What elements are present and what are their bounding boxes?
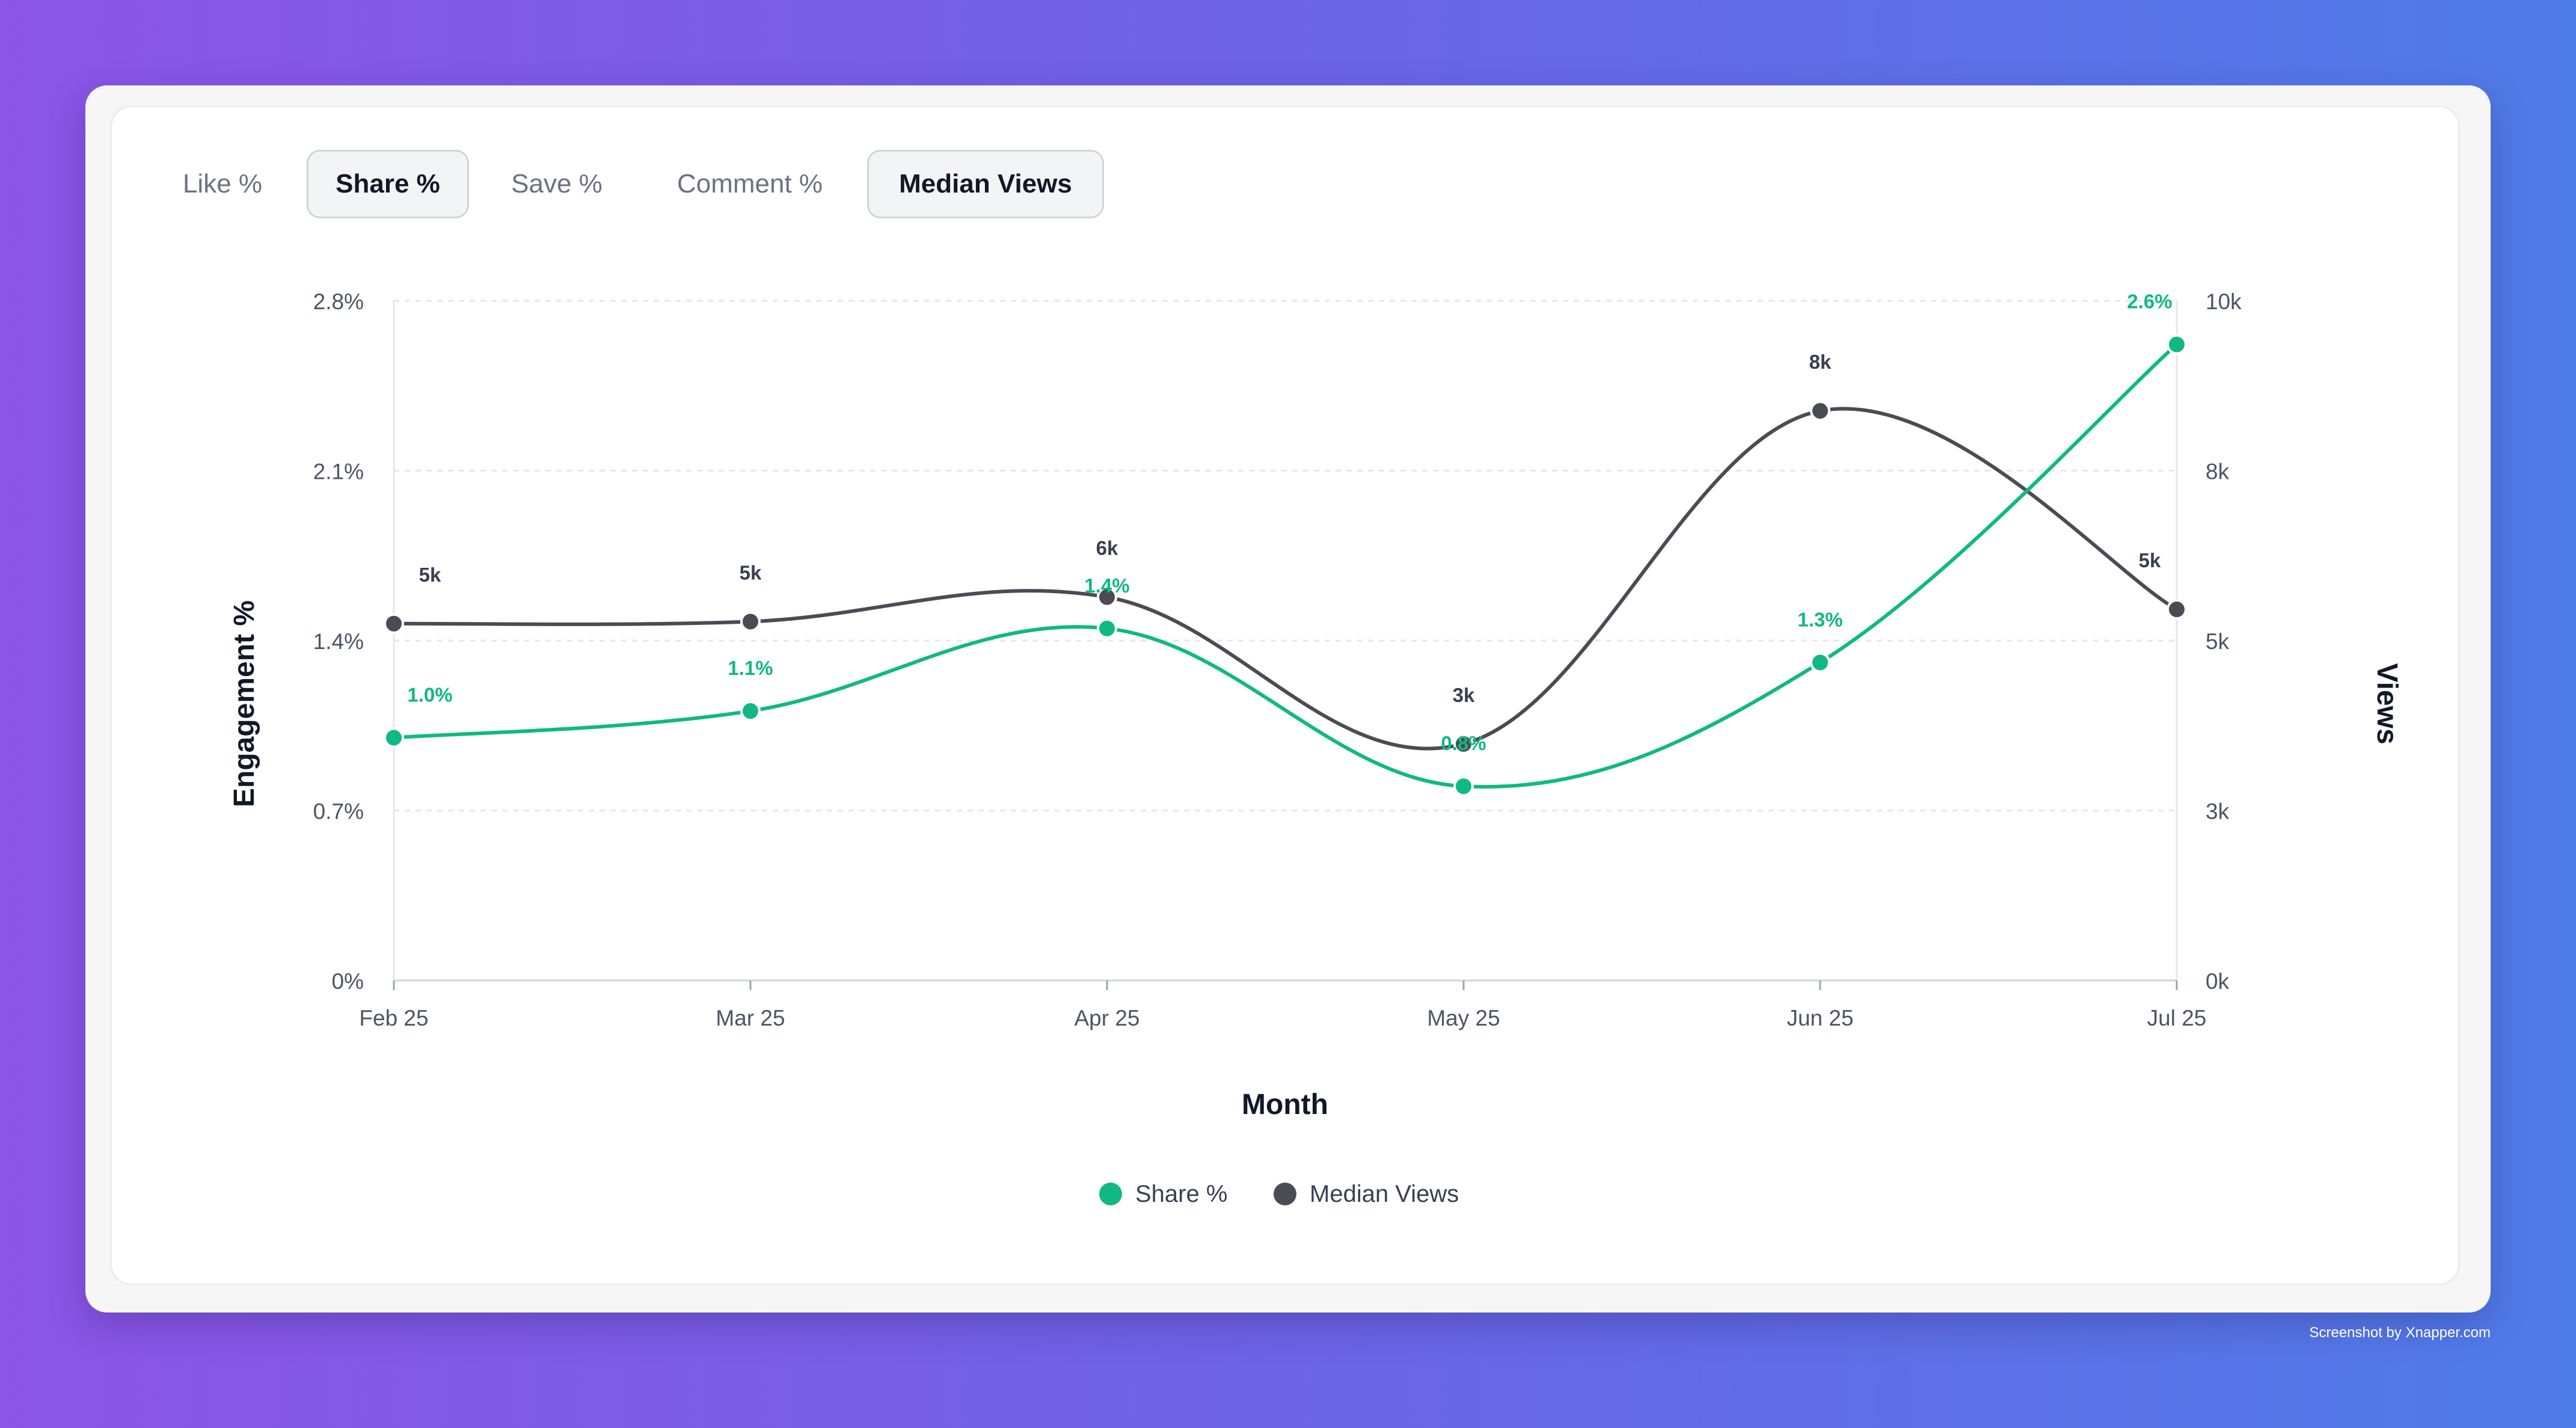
y-left-tick-label: 0%: [332, 969, 364, 994]
data-point-views: [384, 613, 404, 634]
legend-item-share[interactable]: Share %: [1099, 1176, 1227, 1212]
data-point-views: [1453, 733, 1474, 754]
x-tick-label: Apr 25: [1074, 1006, 1139, 1030]
tab-share-percent[interactable]: Share %: [307, 150, 469, 218]
y-right-tick-label: 0k: [2206, 969, 2230, 994]
data-label-share: 1.0%: [407, 683, 452, 706]
legend-share-label: Share %: [1135, 1180, 1228, 1207]
tab-comment-percent[interactable]: Comment %: [676, 169, 823, 199]
y-right-tick-label: 8k: [2206, 460, 2230, 484]
x-tick-label: Feb 25: [359, 1006, 428, 1030]
y-left-tick-label: 2.8%: [313, 289, 364, 314]
data-point-views: [740, 611, 761, 632]
data-label-share: 1.3%: [1797, 608, 1842, 630]
data-label-share: 0.8%: [1441, 732, 1486, 754]
y-left-axis-title: Engagement %: [228, 600, 260, 807]
data-point-share: [384, 727, 404, 748]
data-label-share: 1.1%: [728, 657, 773, 679]
y-left-tick-label: 2.1%: [313, 460, 364, 484]
y-right-tick-label: 3k: [2206, 799, 2230, 824]
data-point-share: [740, 701, 761, 722]
tab-median-views[interactable]: Median Views: [867, 150, 1104, 218]
chart-card: [110, 105, 2460, 1285]
series-line-share: [393, 343, 2178, 789]
y-right-axis-title: Views: [2371, 663, 2403, 744]
data-label-share: 1.4%: [1084, 574, 1129, 597]
y-right-tick-label: 10k: [2206, 289, 2242, 314]
x-tick-label: Mar 25: [716, 1006, 785, 1030]
data-point-share: [1453, 776, 1474, 797]
data-point-views: [1810, 401, 1830, 422]
data-point-share: [2167, 334, 2187, 355]
data-point-share: [1097, 618, 1117, 639]
x-tick-label: May 25: [1427, 1006, 1500, 1030]
tab-save-percent[interactable]: Save %: [511, 169, 603, 199]
data-label-views: 8k: [1809, 351, 1832, 373]
legend-item-views[interactable]: Median Views: [1274, 1176, 1459, 1212]
data-label-views: 5k: [740, 561, 762, 583]
data-label-views: 5k: [419, 564, 441, 586]
legend-views-label: Median Views: [1310, 1180, 1459, 1207]
data-point-share: [1810, 652, 1830, 673]
x-axis-title: Month: [1242, 1089, 1328, 1121]
legend-views-swatch: [1274, 1183, 1296, 1205]
data-label-views: 5k: [2139, 549, 2161, 571]
data-label-views: 6k: [1096, 537, 1118, 559]
data-point-views: [2167, 599, 2187, 620]
watermark: Screenshot by Xnapper.com: [2309, 1325, 2491, 1341]
y-left-tick-label: 1.4%: [313, 629, 364, 654]
y-left-tick-label: 0.7%: [313, 799, 364, 824]
x-tick-label: Jul 25: [2147, 1006, 2207, 1030]
data-label-share: 2.6%: [2127, 291, 2172, 313]
data-label-views: 3k: [1453, 684, 1475, 706]
series-line-views: [393, 407, 2178, 751]
y-right-tick-label: 5k: [2206, 629, 2230, 654]
tab-like-percent[interactable]: Like %: [182, 169, 263, 199]
legend-share-swatch: [1099, 1183, 1122, 1205]
x-tick-label: Jun 25: [1786, 1006, 1853, 1030]
data-point-views: [1097, 586, 1117, 608]
